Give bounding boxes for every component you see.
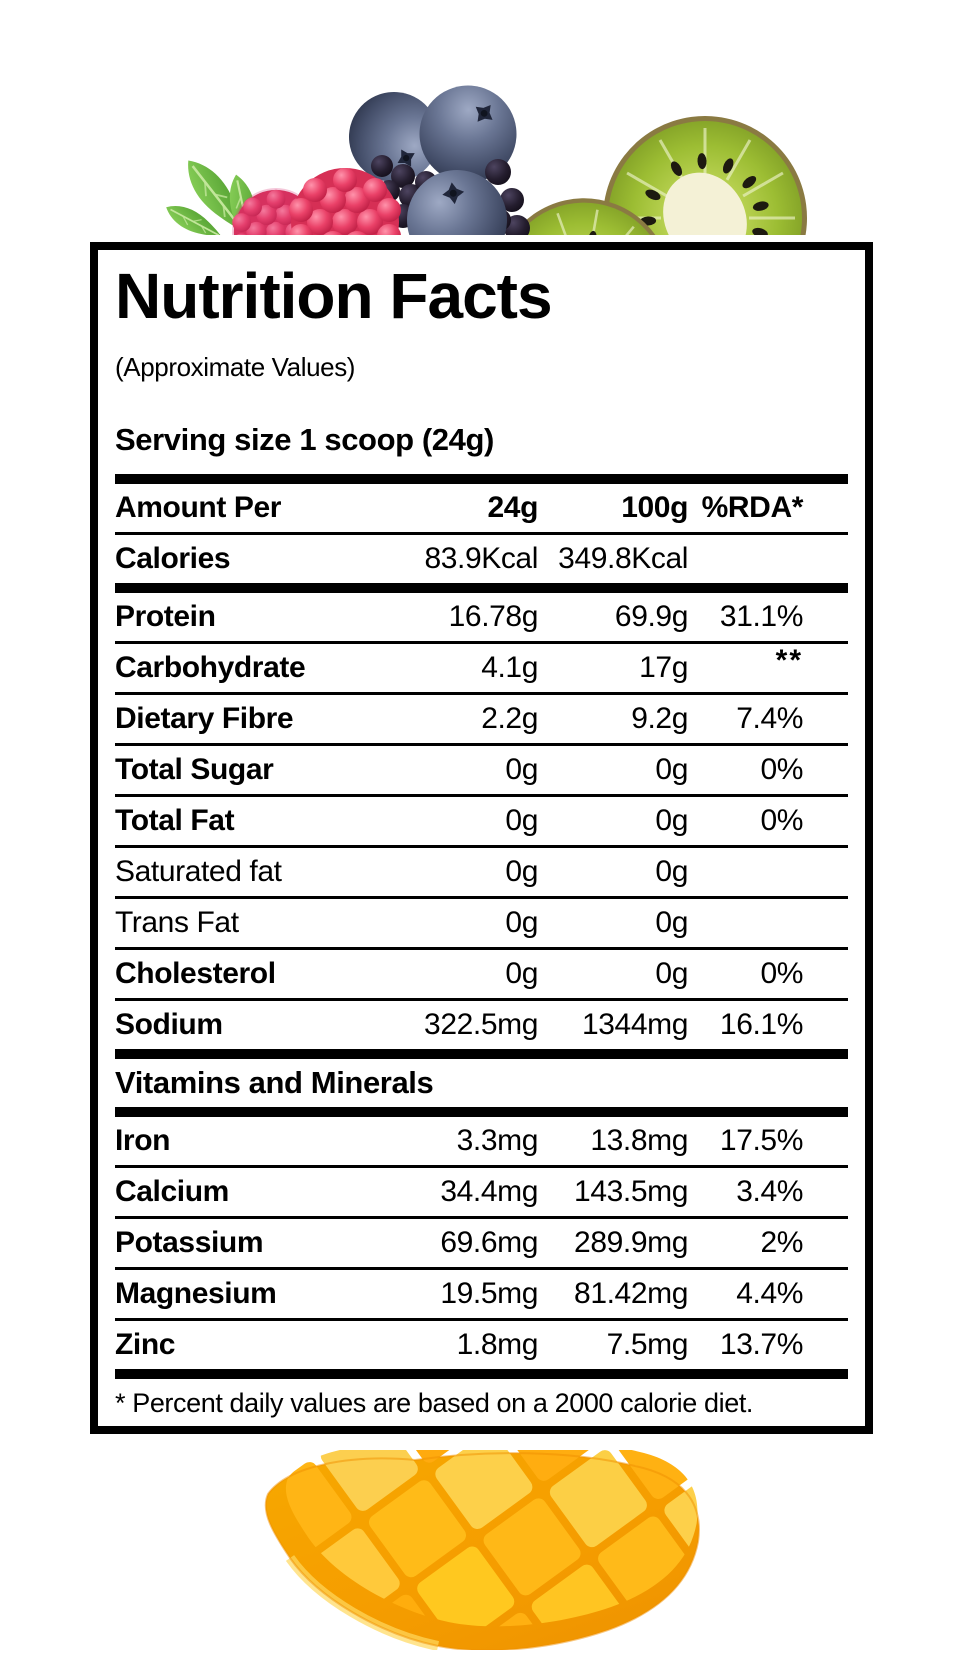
nutrient-name: Carbohydrate [115, 651, 306, 684]
value-100g: 7.5mg [606, 1328, 689, 1361]
column-header-amount-per: Amount Per [115, 491, 282, 524]
table-row-cholesterol: Cholesterol 0g 0g 0% [115, 950, 848, 1001]
nutrient-name: Sodium [115, 1008, 223, 1041]
table-row-total-sugar: Total Sugar 0g 0g 0% [115, 746, 848, 797]
label-subtitle: (Approximate Values) [115, 352, 356, 382]
value-rda: ** [775, 644, 803, 677]
nutrient-name: Trans Fat [115, 906, 239, 939]
value-rda: 17.5% [719, 1124, 803, 1157]
value-100g: 1344mg [581, 1008, 688, 1041]
vitamins-minerals-section-header: Vitamins and Minerals [115, 1059, 848, 1117]
value-100g: 349.8Kcal [558, 542, 688, 575]
value-100g: 13.8mg [590, 1124, 688, 1157]
value-rda: 13.7% [719, 1328, 803, 1361]
column-header-rda: %RDA* [701, 491, 804, 524]
table-row-sodium: Sodium 322.5mg 1344mg 16.1% [115, 1001, 848, 1059]
value-100g: 0g [655, 957, 688, 990]
table-row-total-fat: Total Fat 0g 0g 0% [115, 797, 848, 848]
value-rda: 0% [760, 753, 803, 786]
value-24g: 0g [505, 855, 538, 888]
value-24g: 0g [505, 957, 538, 990]
table-row-calcium: Calcium 34.4mg 143.5mg 3.4% [115, 1168, 848, 1219]
table-row-zinc: Zinc 1.8mg 7.5mg 13.7% [115, 1321, 848, 1379]
value-rda: 0% [760, 957, 803, 990]
nutrient-name: Calories [115, 542, 231, 575]
nutrient-name: Cholesterol [115, 957, 276, 990]
value-24g: 2.2g [481, 702, 538, 735]
value-24g: 83.9Kcal [424, 542, 538, 575]
table-row-magnesium: Magnesium 19.5mg 81.42mg 4.4% [115, 1270, 848, 1321]
value-100g: 69.9g [614, 600, 688, 633]
value-24g: 0g [505, 804, 538, 837]
label-title: Nutrition Facts [115, 260, 553, 332]
value-100g: 81.42mg [574, 1277, 688, 1310]
value-24g: 16.78g [448, 600, 539, 633]
value-rda: 31.1% [719, 600, 803, 633]
value-24g: 0g [505, 906, 538, 939]
nutrient-name: Calcium [115, 1175, 229, 1208]
value-24g: 322.5mg [424, 1008, 538, 1041]
value-24g: 19.5mg [440, 1277, 538, 1310]
nutrient-name: Total Fat [115, 804, 235, 837]
column-header-100g: 100g [621, 491, 688, 524]
nutrient-name: Iron [115, 1124, 171, 1157]
section-title: Vitamins and Minerals [115, 1065, 434, 1100]
table-row-dietary-fibre: Dietary Fibre 2.2g 9.2g 7.4% [115, 695, 848, 746]
nutrient-name: Protein [115, 600, 216, 633]
value-rda: 2% [760, 1226, 803, 1259]
value-100g: 0g [655, 906, 688, 939]
table-row-potassium: Potassium 69.6mg 289.9mg 2% [115, 1219, 848, 1270]
value-rda: 3.4% [736, 1175, 803, 1208]
value-100g: 0g [655, 804, 688, 837]
value-24g: 0g [505, 753, 538, 786]
footnote: * Percent daily values are based on a 20… [115, 1388, 754, 1418]
table-row-trans-fat: Trans Fat 0g 0g [115, 899, 848, 950]
value-rda: 16.1% [719, 1008, 803, 1041]
table-row-iron: Iron 3.3mg 13.8mg 17.5% [115, 1117, 848, 1168]
nutrient-name: Dietary Fibre [115, 702, 294, 735]
value-24g: 34.4mg [440, 1175, 538, 1208]
serving-size: Serving size 1 scoop (24g) [115, 422, 494, 457]
value-rda: 0% [760, 804, 803, 837]
value-24g: 3.3mg [456, 1124, 539, 1157]
value-100g: 0g [655, 753, 688, 786]
value-24g: 4.1g [481, 651, 538, 684]
mango-image [264, 1450, 700, 1650]
nutrient-name: Magnesium [115, 1277, 277, 1310]
value-100g: 0g [655, 855, 688, 888]
nutrient-name: Saturated fat [115, 855, 282, 888]
mango-half [264, 1450, 700, 1650]
berries-kiwi-image [160, 70, 810, 235]
nutrient-name: Total Sugar [115, 753, 274, 786]
table-header-row: Amount Per 24g 100g %RDA* [115, 484, 848, 535]
nutrition-facts-label: Nutrition Facts (Approximate Values) Ser… [90, 242, 873, 1434]
table-row-protein: Protein 16.78g 69.9g 31.1% [115, 593, 848, 644]
table-row-carbohydrate: Carbohydrate 4.1g 17g ** [115, 644, 848, 695]
value-rda: 7.4% [736, 702, 803, 735]
value-100g: 9.2g [631, 702, 688, 735]
value-100g: 17g [639, 651, 688, 684]
column-header-24g: 24g [487, 491, 539, 524]
mango-outline [264, 1452, 700, 1650]
nutrition-table: Amount Per 24g 100g %RDA* Calories 83.9K… [115, 474, 848, 1418]
value-rda: 4.4% [736, 1277, 803, 1310]
value-100g: 289.9mg [574, 1226, 688, 1259]
value-100g: 143.5mg [574, 1175, 688, 1208]
nutrient-name: Potassium [115, 1226, 264, 1259]
table-row-saturated-fat: Saturated fat 0g 0g [115, 848, 848, 899]
value-24g: 1.8mg [456, 1328, 539, 1361]
nutrient-name: Zinc [115, 1328, 176, 1361]
value-24g: 69.6mg [440, 1226, 538, 1259]
table-row-calories: Calories 83.9Kcal 349.8Kcal [115, 535, 848, 593]
